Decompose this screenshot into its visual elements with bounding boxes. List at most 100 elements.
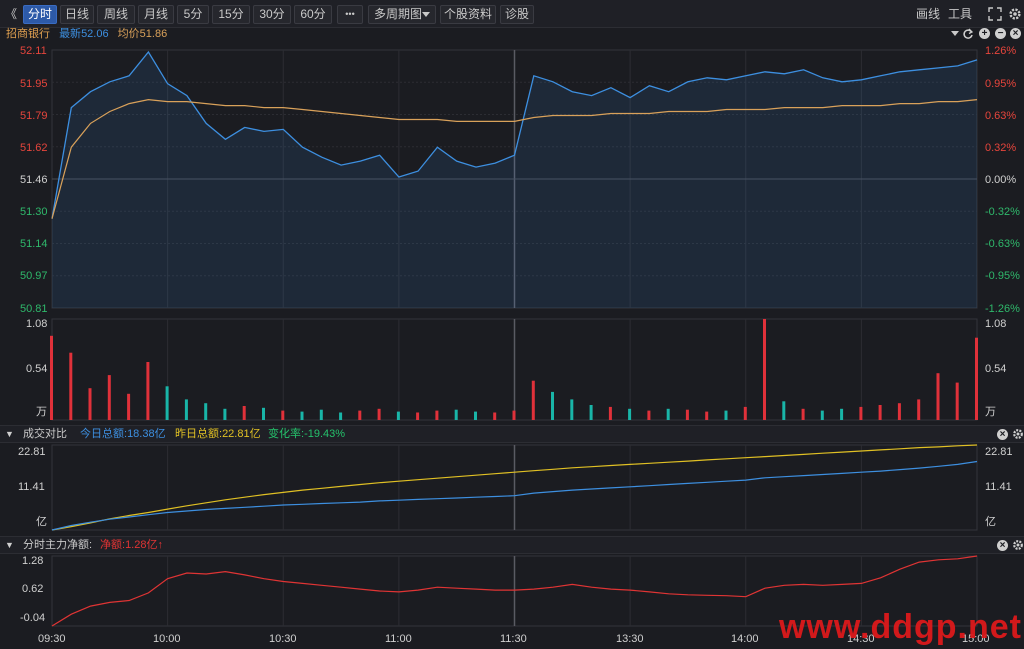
- tab-intraday[interactable]: 分时: [23, 5, 57, 24]
- flow-tick: 1.28: [22, 555, 43, 567]
- net-amount: 净额:1.28亿↑: [100, 537, 163, 553]
- flow-panel-header: ▼ 分时主力净额: 净额:1.28亿↑ ×: [0, 536, 1024, 554]
- volume-bar: [339, 412, 343, 420]
- diagnose-button[interactable]: 诊股: [500, 5, 534, 24]
- flow-title: 分时主力净额:: [23, 539, 93, 551]
- more-icon[interactable]: •••: [337, 5, 363, 24]
- volume-bar: [127, 393, 131, 420]
- compare-axis: 22.81 11.41 亿 22.81 11.41 亿: [18, 446, 1013, 528]
- collapse-icon[interactable]: ▼: [5, 540, 14, 550]
- yesterday-total-value: 22.81亿: [222, 428, 261, 440]
- volume-tick: 1.08: [985, 318, 1006, 330]
- volume-bar: [88, 388, 92, 420]
- compare-tick: 22.81: [985, 446, 1013, 458]
- volume-tick: 0.54: [985, 363, 1006, 375]
- volume-bar: [685, 409, 689, 420]
- zoom-in-icon[interactable]: +: [979, 28, 990, 39]
- price-area: [52, 52, 977, 308]
- flow-tick: -0.04: [20, 612, 45, 624]
- zoom-out-icon[interactable]: −: [995, 28, 1006, 39]
- price-axis-left: 52.11 51.95 51.79 51.62 51.46 51.30 51.1…: [20, 45, 48, 315]
- tab-30min[interactable]: 30分: [253, 5, 291, 24]
- pct-tick-right: 1.26%: [985, 45, 1016, 57]
- pct-tick-right: 0.00%: [985, 174, 1016, 186]
- period-toolbar: 《 分时 日线 周线 月线 5分 15分 30分 60分 ••• 多周期图 个股…: [0, 0, 1024, 37]
- time-tick: 10:30: [269, 633, 297, 645]
- volume-bar: [917, 399, 921, 420]
- volume-bar: [878, 405, 882, 420]
- volume-bar: [570, 399, 574, 420]
- tab-15min[interactable]: 15分: [212, 5, 250, 24]
- dropdown-arrow-icon: [951, 31, 959, 37]
- volume-bar: [512, 410, 516, 420]
- reset-icon[interactable]: [962, 28, 974, 40]
- compare-tick: 22.81: [18, 446, 46, 458]
- settings-icon[interactable]: [1008, 7, 1022, 21]
- volume-bar: [242, 406, 246, 420]
- volume-bar: [897, 403, 901, 420]
- close-panel-icon[interactable]: ×: [997, 429, 1008, 440]
- volume-bar: [801, 408, 805, 420]
- today-total-value: 18.38亿: [127, 428, 166, 440]
- volume-tick: 1.08: [26, 318, 47, 330]
- change-rate: 变化率:-19.43%: [268, 426, 345, 442]
- volume-bar: [474, 411, 477, 420]
- time-axis: 09:30 10:00 10:30 11:00 11:30 13:30 14:0…: [38, 633, 990, 645]
- compare-tick: 11.41: [18, 481, 45, 493]
- price-tick-left: 51.95: [20, 78, 48, 90]
- settings-icon[interactable]: [1012, 539, 1024, 551]
- volume-bar: [165, 386, 169, 420]
- price-tick-left: 50.97: [20, 270, 48, 282]
- avg-price-value: 51.86: [139, 28, 168, 40]
- time-tick: 13:30: [616, 633, 644, 645]
- price-tick-left: 52.11: [20, 45, 47, 57]
- net-amount-value: 1.28亿: [125, 539, 158, 551]
- multi-period-label: 多周期图: [374, 7, 423, 21]
- volume-bar: [647, 410, 651, 420]
- volume-bar: [454, 409, 458, 420]
- price-tick-left: 51.79: [20, 110, 48, 122]
- close-panel-icon[interactable]: ×: [1010, 28, 1021, 39]
- pct-tick-right: 0.32%: [985, 142, 1016, 154]
- pct-tick-right: -0.63%: [985, 238, 1020, 250]
- tab-daily[interactable]: 日线: [60, 5, 94, 24]
- volume-bar: [820, 410, 824, 420]
- volume-bar: [724, 410, 728, 420]
- tab-weekly[interactable]: 周线: [97, 5, 135, 24]
- settings-icon[interactable]: [1012, 428, 1024, 440]
- tools-dropdown[interactable]: 工具: [948, 5, 986, 37]
- volume-bar: [184, 399, 188, 420]
- stock-info-button[interactable]: 个股资料: [440, 5, 496, 24]
- compare-unit: 亿: [36, 515, 47, 528]
- volume-bar: [358, 410, 362, 420]
- multi-period-dropdown[interactable]: 多周期图: [368, 5, 436, 24]
- draw-line-button[interactable]: 画线: [916, 7, 941, 21]
- back-icon[interactable]: 《: [5, 7, 18, 21]
- avg-price-label: 均价: [117, 28, 140, 40]
- chart-marks: [50, 49, 978, 627]
- close-panel-icon[interactable]: ×: [997, 540, 1008, 551]
- up-arrow-icon: ↑: [157, 539, 163, 551]
- price-tick-left: 50.81: [20, 303, 48, 315]
- compare-unit: 亿: [985, 515, 996, 528]
- volume-bar: [743, 406, 747, 420]
- volume-bar: [531, 380, 535, 420]
- net-flow-line: [51, 555, 978, 627]
- tab-monthly[interactable]: 月线: [138, 5, 174, 24]
- tab-60min[interactable]: 60分: [294, 5, 332, 24]
- time-tick: 11:00: [385, 633, 412, 645]
- volume-bar: [416, 412, 420, 420]
- pct-tick-right: 0.95%: [985, 78, 1016, 90]
- collapse-icon[interactable]: ▼: [5, 429, 14, 439]
- price-legend: 招商银行 最新52.06 均价51.86: [6, 26, 167, 42]
- compare-tick: 11.41: [985, 481, 1012, 493]
- volume-unit: 万: [985, 406, 996, 418]
- volume-bar: [782, 401, 786, 420]
- volume-bar: [300, 411, 304, 420]
- volume-bar: [936, 373, 940, 420]
- stock-name: 招商银行: [6, 28, 50, 40]
- tab-5min[interactable]: 5分: [177, 5, 209, 24]
- expand-icon[interactable]: [988, 7, 1002, 21]
- today-total: 今日总额:18.38亿: [80, 426, 166, 442]
- dropdown-arrow-icon: [422, 12, 430, 17]
